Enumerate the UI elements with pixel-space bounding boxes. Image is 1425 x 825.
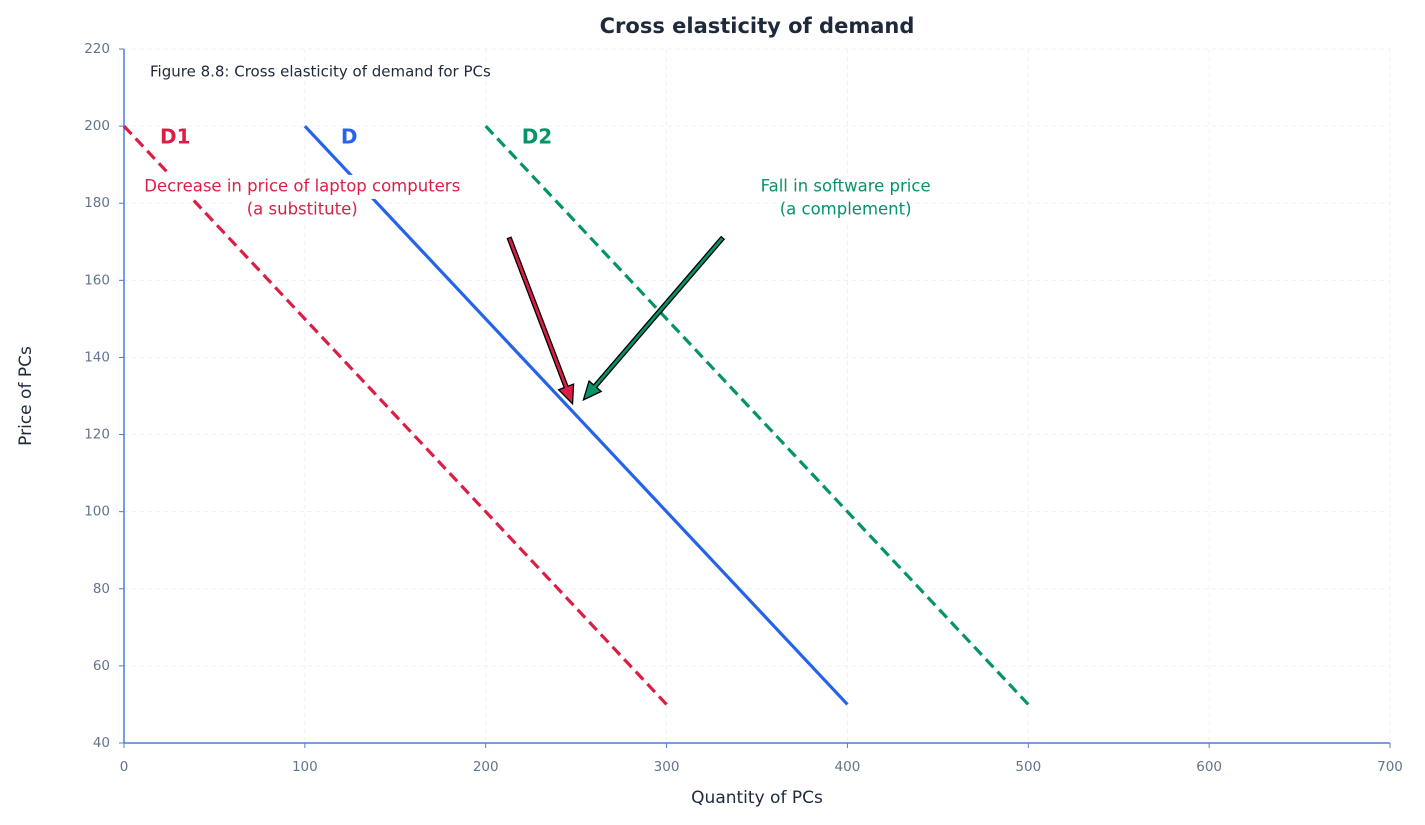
y-tick-label: 120	[84, 427, 110, 443]
x-tick-label: 600	[1196, 759, 1222, 775]
x-axis-label: Quantity of PCs	[691, 788, 823, 808]
x-tick-label: 700	[1377, 759, 1403, 775]
annotation-text: Decrease in price of laptop computers	[144, 176, 460, 195]
y-tick-label: 200	[84, 118, 110, 134]
x-tick-label: 500	[1015, 759, 1041, 775]
line-label: D2	[522, 125, 553, 149]
chart-title: Cross elasticity of demand	[600, 14, 915, 38]
label-background	[237, 197, 368, 222]
label-background	[746, 174, 946, 199]
y-tick-label: 60	[93, 658, 110, 674]
x-tick-label: 300	[654, 759, 680, 775]
annotation-text: Fall in software price	[761, 176, 931, 195]
y-tick-label: 100	[84, 504, 110, 520]
x-tick-label: 100	[292, 759, 318, 775]
line-label: D1	[160, 125, 191, 149]
x-tick-label: 400	[835, 759, 861, 775]
y-tick-label: 160	[84, 272, 110, 288]
annotation-text: (a complement)	[780, 199, 912, 218]
x-tick-label: 200	[473, 759, 499, 775]
y-tick-label: 180	[84, 195, 110, 211]
demand-line	[303, 125, 849, 706]
x-tick-label: 0	[120, 759, 129, 775]
y-tick-label: 140	[84, 349, 110, 365]
y-tick-label: 80	[93, 581, 110, 597]
y-axis-label: Price of PCs	[16, 346, 36, 446]
label-background	[138, 174, 467, 199]
line-label: D	[341, 125, 358, 149]
demand-line	[122, 125, 668, 706]
annotation-arrow	[506, 236, 575, 406]
demand-line	[484, 125, 1030, 706]
figure-note: Figure 8.8: Cross elasticity of demand f…	[150, 63, 491, 81]
y-tick-label: 40	[93, 735, 110, 751]
y-tick-label: 220	[84, 41, 110, 57]
annotation-text: (a substitute)	[247, 199, 358, 218]
label-background	[780, 197, 911, 222]
annotation-arrow	[582, 235, 726, 402]
